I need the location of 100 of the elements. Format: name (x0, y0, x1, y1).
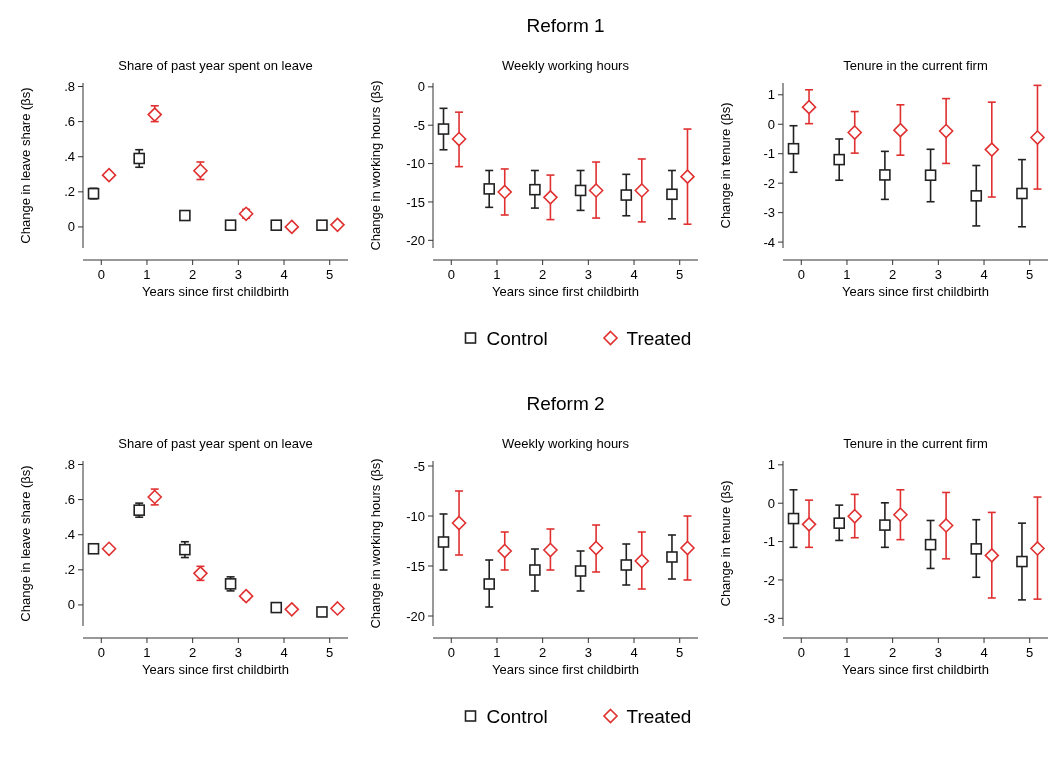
x-tick-label: 4 (280, 645, 288, 660)
text: Reform 1 (526, 15, 605, 36)
point (893, 507, 908, 523)
x-tick-label: 3 (934, 267, 942, 282)
point (634, 553, 650, 569)
x-tick-label: 5 (1026, 267, 1034, 282)
point (330, 601, 345, 616)
chart-title: Tenure in the current firm (843, 436, 988, 451)
y-tick-label: -15 (406, 194, 425, 210)
y-tick-label: .4 (64, 527, 75, 543)
x-axis-title: Years since first childbirth (842, 284, 989, 299)
y-tick-label: -1 (763, 146, 775, 162)
point (437, 123, 450, 135)
legend-label: Treated (626, 705, 692, 727)
y-tick-label: .6 (64, 492, 75, 508)
y-tick-label: -20 (406, 232, 425, 248)
x-tick-label: 5 (676, 645, 684, 660)
y-axis-title: Change in leave share (βs) (18, 465, 33, 622)
x-tick-label: 2 (539, 645, 547, 660)
chart-title: Share of past year spent on leave (118, 436, 313, 451)
point (543, 190, 558, 205)
point (529, 564, 541, 576)
point (497, 184, 513, 200)
legend-label: Treated (626, 327, 692, 349)
point (224, 219, 237, 231)
x-tick-label: 0 (97, 267, 105, 282)
x-tick-label: 2 (889, 645, 897, 660)
y-tick-label: -5 (413, 117, 425, 133)
point (133, 152, 145, 165)
x-tick-label: 3 (584, 645, 592, 660)
point (1030, 541, 1045, 556)
x-axis-title: Years since first childbirth (492, 284, 639, 299)
y-tick-label: -15 (406, 558, 425, 574)
point (620, 559, 633, 571)
x-tick-label: 1 (843, 645, 851, 660)
x-tick-label: 3 (934, 645, 942, 660)
point (270, 219, 283, 231)
x-axis-title: Years since first childbirth (142, 284, 289, 299)
y-tick-label: 0 (767, 495, 775, 511)
x-axis-title: Years since first childbirth (142, 662, 289, 677)
y-tick-label: -10 (406, 156, 425, 172)
x-axis-title: Years since first childbirth (492, 662, 639, 677)
point (574, 184, 587, 197)
point (666, 551, 678, 563)
x-tick-label: 2 (539, 267, 547, 282)
x-tick-label: 1 (143, 645, 151, 660)
x-tick-label: 4 (980, 267, 988, 282)
chart-title: Weekly working hours (502, 58, 630, 73)
point (680, 540, 695, 556)
point (437, 536, 450, 548)
x-tick-label: 0 (447, 645, 455, 660)
point (316, 606, 328, 618)
point (483, 183, 495, 195)
y-tick-label: .2 (64, 562, 75, 578)
chart-title: Weekly working hours (502, 436, 630, 451)
y-tick-label: 0 (67, 219, 75, 235)
point (284, 219, 300, 235)
x-tick-label: 0 (97, 645, 105, 660)
point (497, 543, 513, 559)
point (101, 167, 117, 183)
point (893, 122, 908, 138)
point (451, 131, 467, 147)
y-tick-label: -5 (413, 458, 425, 474)
point (970, 543, 983, 555)
point (787, 142, 800, 155)
point (588, 540, 604, 556)
point (270, 601, 283, 614)
x-tick-label: 2 (189, 645, 197, 660)
x-tick-label: 3 (584, 267, 592, 282)
point (529, 183, 541, 196)
point (451, 515, 467, 531)
legend-label: Control (486, 327, 548, 349)
y-tick-label: -4 (763, 234, 775, 250)
y-tick-label: -3 (763, 610, 775, 626)
x-tick-label: 4 (630, 267, 638, 282)
y-tick-label: -3 (763, 205, 775, 221)
point (984, 142, 1000, 157)
y-tick-label: -10 (406, 508, 425, 524)
chart-title: Share of past year spent on leave (118, 58, 313, 73)
x-tick-label: 0 (797, 645, 805, 660)
y-tick-label: -1 (763, 534, 775, 550)
y-tick-label: .8 (64, 457, 75, 473)
x-tick-label: 5 (676, 267, 684, 282)
y-tick-label: .8 (64, 79, 75, 95)
point (1016, 187, 1028, 200)
y-tick-label: .4 (64, 149, 75, 165)
y-tick-label: 0 (67, 597, 75, 613)
x-tick-label: 1 (843, 267, 851, 282)
y-tick-label: -2 (763, 572, 775, 588)
x-tick-label: 5 (1026, 645, 1034, 660)
point (179, 209, 191, 222)
point (879, 519, 891, 531)
point (984, 548, 1000, 563)
point (634, 183, 650, 198)
x-tick-label: 0 (797, 267, 805, 282)
x-tick-label: 4 (630, 645, 638, 660)
x-axis-title: Years since first childbirth (842, 662, 989, 677)
y-axis-title: Change in tenure (βs) (718, 102, 733, 229)
point (801, 99, 817, 115)
point (284, 602, 300, 617)
